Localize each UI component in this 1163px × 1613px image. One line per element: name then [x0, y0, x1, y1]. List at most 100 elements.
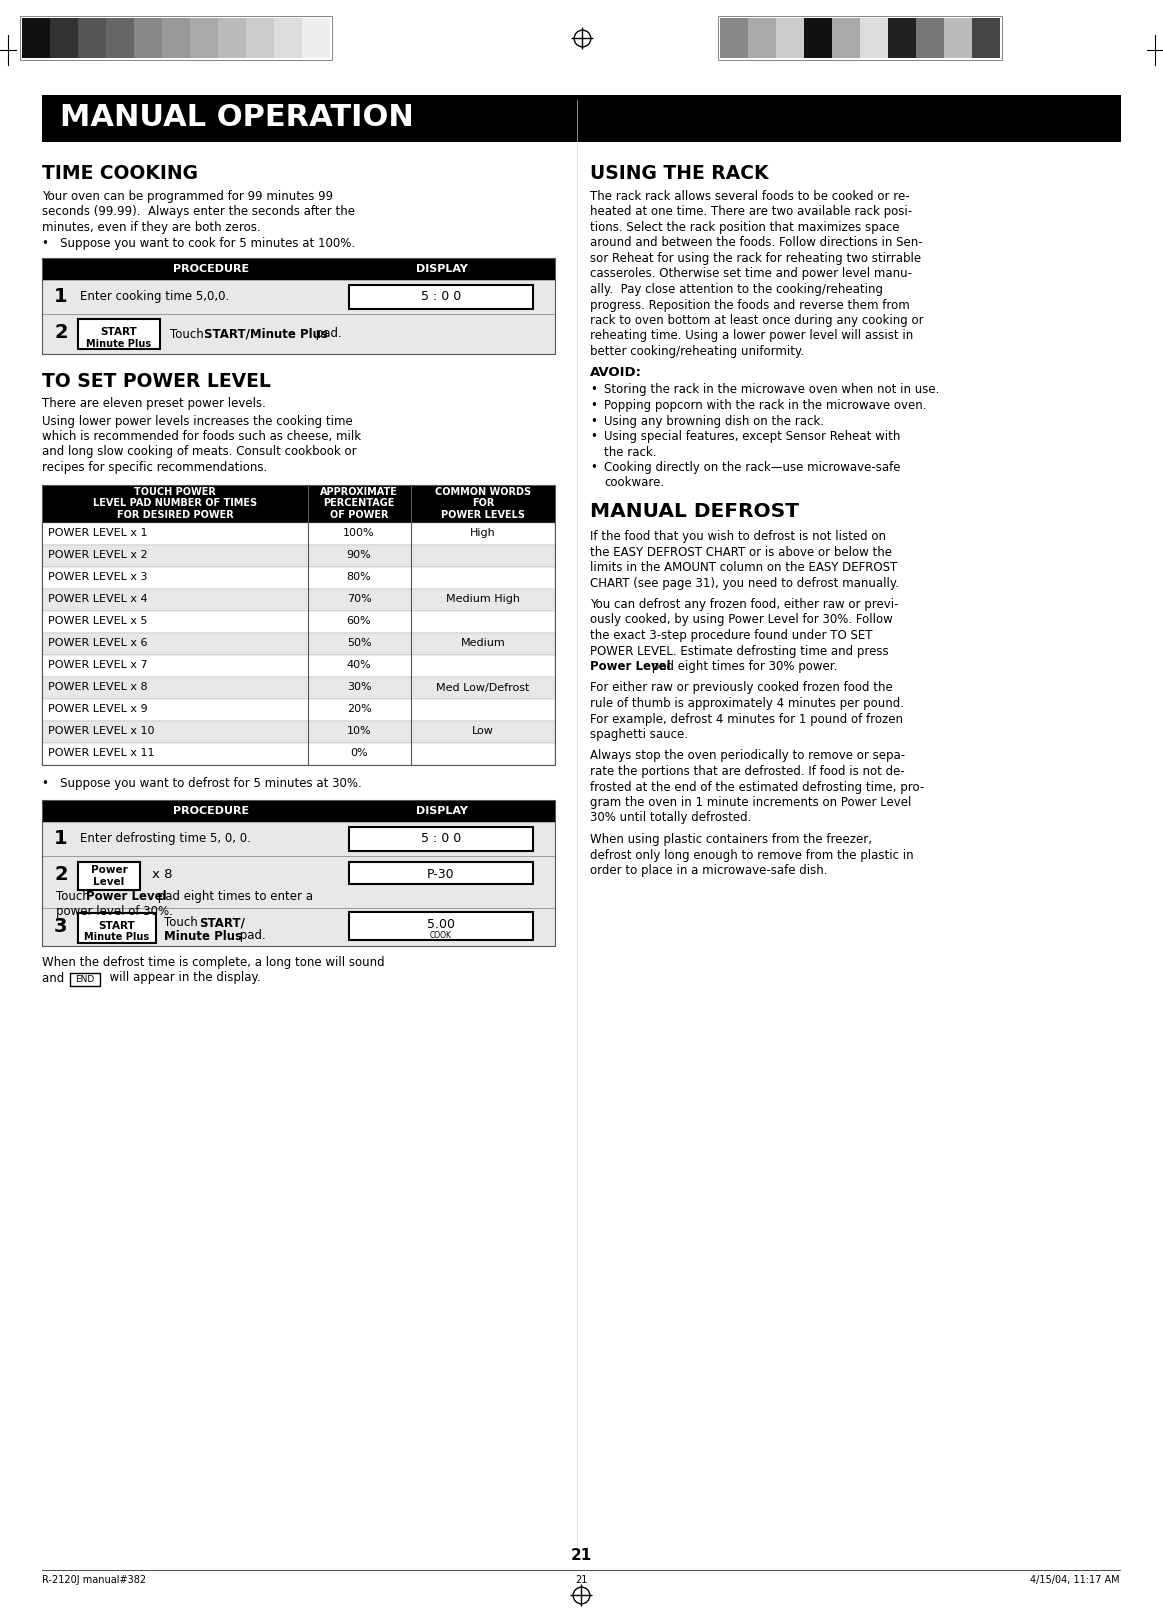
Text: order to place in a microwave-safe dish.: order to place in a microwave-safe dish. — [590, 865, 828, 877]
Text: PROCEDURE: PROCEDURE — [173, 806, 249, 816]
Text: TIME COOKING: TIME COOKING — [42, 165, 198, 182]
Text: 100%: 100% — [343, 529, 374, 539]
Text: better cooking/reheating uniformity.: better cooking/reheating uniformity. — [590, 345, 804, 358]
Bar — [720, 18, 748, 58]
Bar — [42, 589, 555, 610]
Text: Touch: Touch — [56, 890, 93, 903]
Text: 1: 1 — [53, 829, 67, 848]
Text: Enter defrosting time 5, 0, 0.: Enter defrosting time 5, 0, 0. — [80, 832, 251, 845]
Text: START: START — [101, 327, 137, 337]
Text: POWER LEVEL. Estimate defrosting time and press: POWER LEVEL. Estimate defrosting time an… — [590, 645, 889, 658]
Text: •   Suppose you want to cook for 5 minutes at 100%.: • Suppose you want to cook for 5 minutes… — [42, 237, 355, 250]
Text: PROCEDURE: PROCEDURE — [173, 265, 249, 274]
Bar — [42, 258, 555, 281]
Text: MANUAL OPERATION: MANUAL OPERATION — [60, 103, 414, 132]
Text: 10%: 10% — [347, 726, 371, 737]
Bar — [42, 566, 555, 589]
Text: There are eleven preset power levels.: There are eleven preset power levels. — [42, 397, 266, 410]
Bar — [349, 861, 533, 884]
Text: limits in the AMOUNT column on the EASY DEFROST: limits in the AMOUNT column on the EASY … — [590, 561, 897, 574]
Text: R-2120J manual#382: R-2120J manual#382 — [42, 1574, 147, 1586]
Bar — [42, 610, 555, 632]
Text: POWER LEVEL x 7: POWER LEVEL x 7 — [48, 660, 148, 669]
Text: seconds (99.99).  Always enter the seconds after the: seconds (99.99). Always enter the second… — [42, 205, 355, 218]
Text: POWER LEVEL x 8: POWER LEVEL x 8 — [48, 682, 148, 692]
Text: 5 : 0 0: 5 : 0 0 — [421, 832, 461, 845]
Text: which is recommended for foods such as cheese, milk: which is recommended for foods such as c… — [42, 431, 362, 444]
Bar — [832, 18, 859, 58]
Bar — [42, 95, 1121, 142]
Text: P-30: P-30 — [427, 868, 455, 881]
Text: 30% until totally defrosted.: 30% until totally defrosted. — [590, 811, 751, 824]
Text: Power Level: Power Level — [590, 660, 671, 673]
Text: •: • — [590, 431, 597, 444]
Bar — [42, 523, 555, 545]
Text: For either raw or previously cooked frozen food the: For either raw or previously cooked froz… — [590, 682, 893, 695]
Text: defrost only long enough to remove from the plastic in: defrost only long enough to remove from … — [590, 848, 914, 861]
Text: Cooking directly on the rack—use microwave-safe: Cooking directly on the rack—use microwa… — [604, 461, 900, 474]
Text: pad eight times to enter a: pad eight times to enter a — [154, 890, 313, 903]
Text: 21: 21 — [575, 1574, 587, 1586]
Text: Touch: Touch — [170, 327, 207, 340]
Text: rate the portions that are defrosted. If food is not de-: rate the portions that are defrosted. If… — [590, 765, 905, 777]
Bar — [42, 258, 555, 353]
Bar — [106, 18, 134, 58]
Bar — [50, 18, 78, 58]
Bar — [42, 800, 555, 823]
Text: POWER LEVEL x 4: POWER LEVEL x 4 — [48, 594, 148, 603]
Text: START/Minute Plus: START/Minute Plus — [204, 327, 328, 340]
Text: TOUCH POWER
LEVEL PAD NUMBER OF TIMES
FOR DESIRED POWER: TOUCH POWER LEVEL PAD NUMBER OF TIMES FO… — [93, 487, 257, 519]
Text: DISPLAY: DISPLAY — [416, 806, 468, 816]
Text: 40%: 40% — [347, 660, 371, 671]
Text: You can defrost any frozen food, either raw or previ-: You can defrost any frozen food, either … — [590, 598, 899, 611]
Bar — [718, 16, 1003, 60]
Bar — [349, 827, 533, 852]
Text: 70%: 70% — [347, 595, 371, 605]
Text: 1: 1 — [53, 287, 67, 305]
Text: 4/15/04, 11:17 AM: 4/15/04, 11:17 AM — [1030, 1574, 1120, 1586]
Text: the EASY DEFROST CHART or is above or below the: the EASY DEFROST CHART or is above or be… — [590, 545, 892, 558]
Text: Minute Plus: Minute Plus — [86, 339, 151, 348]
Text: •: • — [590, 461, 597, 474]
Text: pad.: pad. — [236, 929, 266, 942]
Text: END: END — [76, 974, 94, 984]
Text: the exact 3-step procedure found under TO SET: the exact 3-step procedure found under T… — [590, 629, 872, 642]
Text: Using lower power levels increases the cooking time: Using lower power levels increases the c… — [42, 415, 352, 427]
Text: POWER LEVEL x 11: POWER LEVEL x 11 — [48, 747, 155, 758]
Text: Using any browning dish on the rack.: Using any browning dish on the rack. — [604, 415, 825, 427]
Bar — [42, 721, 555, 742]
Bar — [22, 18, 50, 58]
Bar — [78, 861, 140, 890]
Bar — [42, 857, 555, 908]
Text: Enter cooking time 5,0,0.: Enter cooking time 5,0,0. — [80, 290, 229, 303]
Bar — [889, 18, 916, 58]
Text: Touch: Touch — [164, 916, 201, 929]
Text: POWER LEVEL x 6: POWER LEVEL x 6 — [48, 637, 148, 647]
Text: Medium: Medium — [461, 639, 506, 648]
Bar — [134, 18, 162, 58]
Bar — [42, 800, 555, 945]
Text: POWER LEVEL x 9: POWER LEVEL x 9 — [48, 703, 148, 713]
Text: High: High — [470, 529, 495, 539]
Bar — [42, 315, 555, 353]
Bar — [70, 973, 100, 986]
Bar — [78, 913, 156, 944]
Bar — [302, 18, 330, 58]
Text: •: • — [590, 415, 597, 427]
Bar — [78, 319, 160, 348]
Text: 0%: 0% — [350, 748, 368, 758]
Text: POWER LEVEL x 10: POWER LEVEL x 10 — [48, 726, 155, 736]
Text: will appear in the display.: will appear in the display. — [102, 971, 261, 984]
Bar — [42, 655, 555, 676]
Text: power level of 30%.: power level of 30%. — [56, 905, 173, 918]
Text: COOK: COOK — [430, 931, 452, 940]
Text: Minute Plus: Minute Plus — [85, 932, 150, 942]
Bar — [349, 286, 533, 310]
Text: COMMON WORDS
FOR
POWER LEVELS: COMMON WORDS FOR POWER LEVELS — [435, 487, 531, 519]
Bar — [42, 698, 555, 721]
Text: spaghetti sauce.: spaghetti sauce. — [590, 727, 688, 740]
Bar — [162, 18, 190, 58]
Text: POWER LEVEL x 3: POWER LEVEL x 3 — [48, 571, 148, 582]
Text: reheating time. Using a lower power level will assist in: reheating time. Using a lower power leve… — [590, 329, 913, 342]
Text: Storing the rack in the microwave oven when not in use.: Storing the rack in the microwave oven w… — [604, 384, 940, 397]
